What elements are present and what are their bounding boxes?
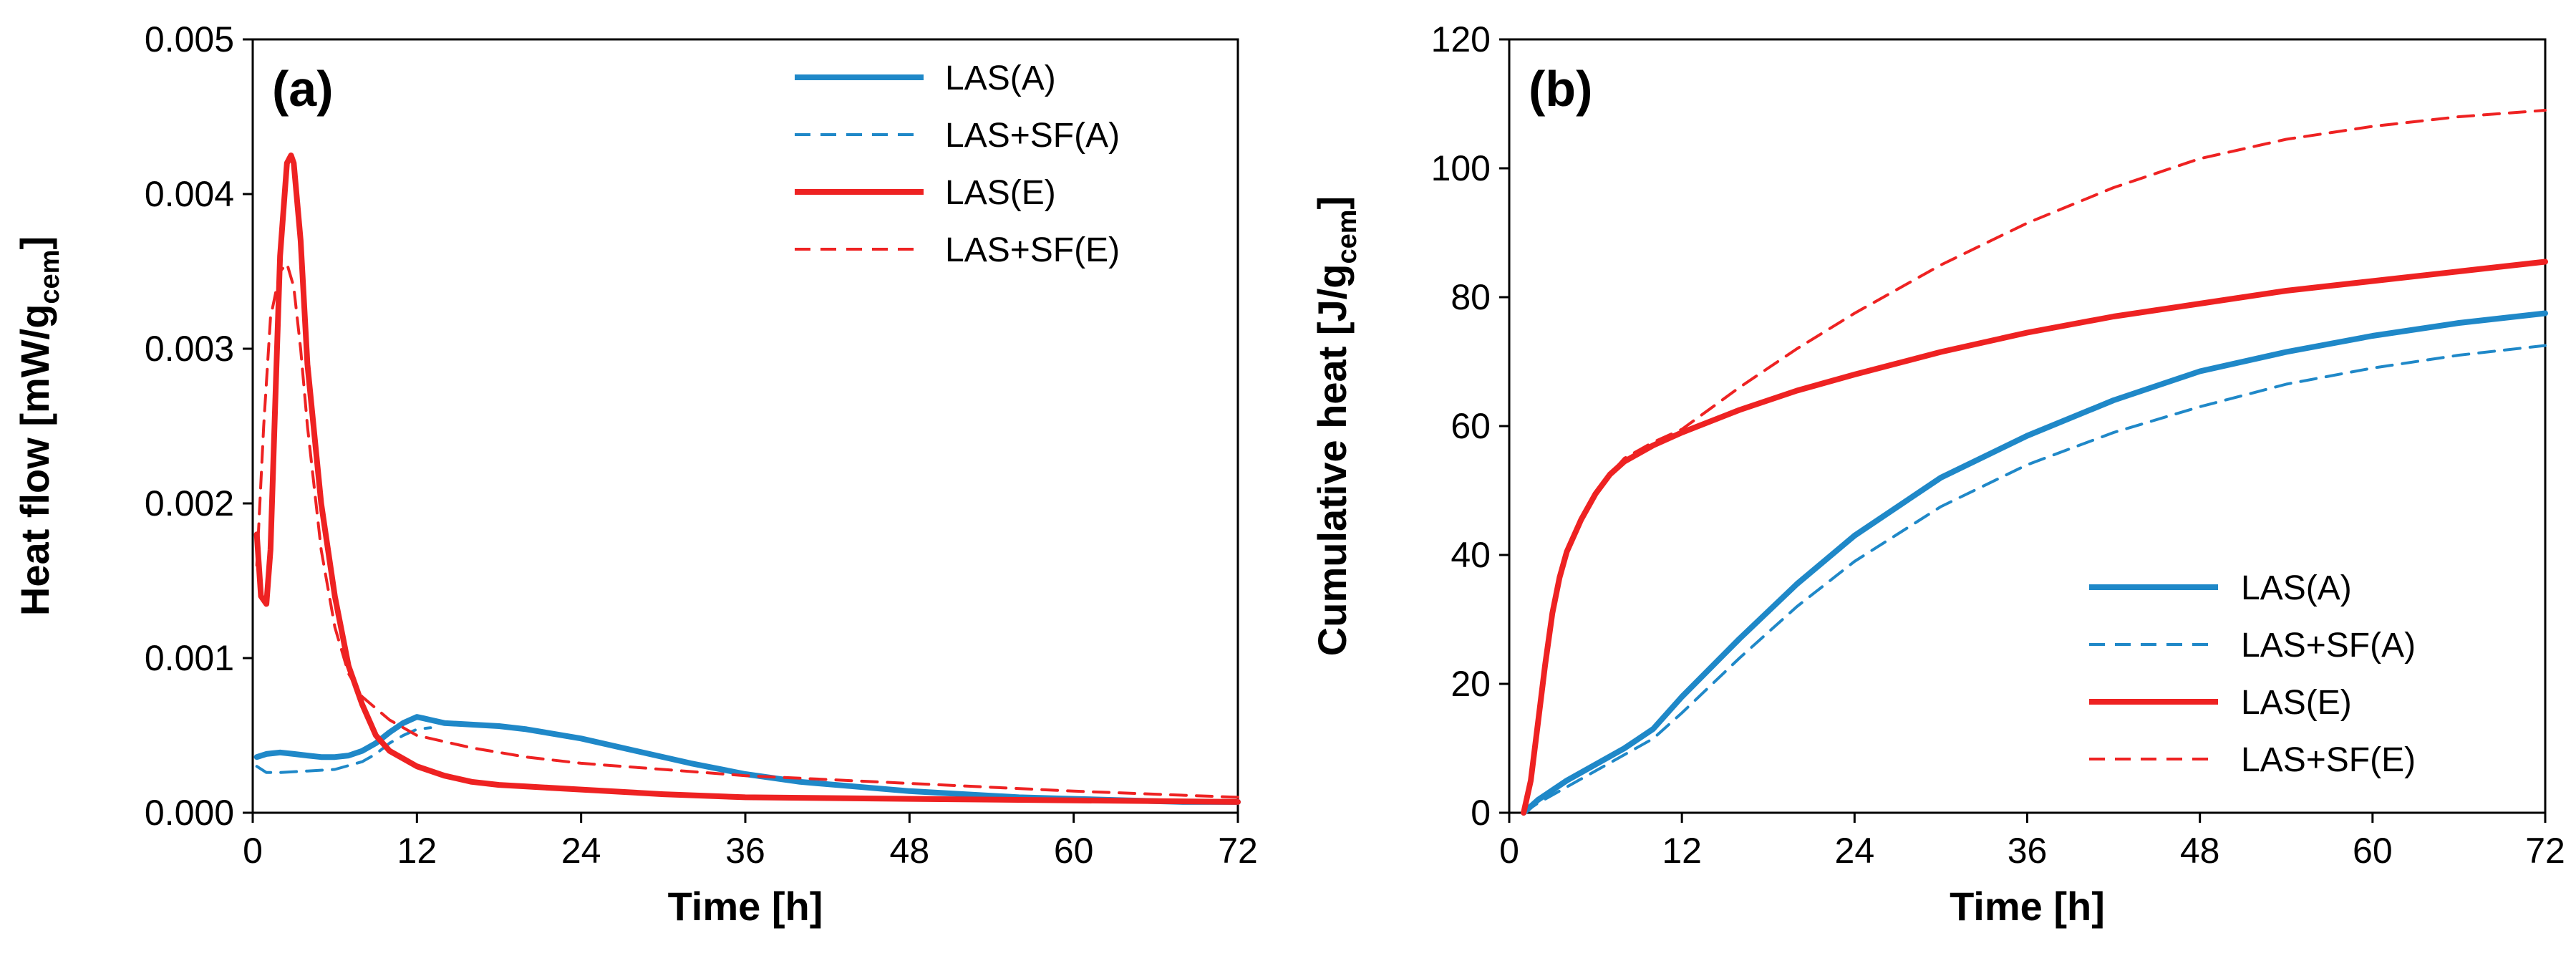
x-axis-label: Time [h] <box>668 884 823 929</box>
y-axis-label: Cumulative heat [J/gcem] <box>1309 196 1362 656</box>
chart-panel-a: 0 12 24 36 48 60 72 0.000 0.001 0.002 0.003 0.004 0.… <box>12 19 1258 929</box>
plot-frame <box>1508 38 2547 814</box>
panel-label: (b) <box>1529 61 1592 117</box>
series-line-las-sf-e <box>255 262 1239 799</box>
y-axis-label-end: ] <box>12 236 57 250</box>
y-tick-label: 120 <box>1431 19 1491 59</box>
x-tick-label: 60 <box>2353 831 2393 871</box>
legend-label: LAS(E) <box>945 174 1056 212</box>
y-tick-label: 20 <box>1451 664 1491 704</box>
x-tick-label: 12 <box>397 831 437 871</box>
y-tick-label: 80 <box>1451 277 1491 317</box>
x-tick-label: 36 <box>725 831 765 871</box>
x-tick-label: 0 <box>243 831 263 871</box>
y-tick-label: 0.005 <box>145 19 234 59</box>
legend-label: LAS+SF(A) <box>945 117 1120 155</box>
series-line-las-e <box>1521 259 2548 816</box>
y-tick-label: 0.000 <box>145 793 234 833</box>
legend-label: LAS(E) <box>2241 684 2352 722</box>
y-tick-label: 0.001 <box>145 638 234 678</box>
panel-label: (a) <box>272 61 334 117</box>
y-tick-label: 0.002 <box>145 483 234 523</box>
series-line-las-sf-a <box>1522 344 2547 814</box>
y-axis-label-end: ] <box>1309 196 1355 210</box>
y-axis-label: Heat flow [mW/gcem] <box>12 236 65 616</box>
y-axis-label-subscript: cem <box>35 250 65 304</box>
y-tick-label: 0 <box>1471 793 1491 833</box>
y-tick-label: 40 <box>1451 535 1491 575</box>
legend-label: LAS+SF(E) <box>945 231 1120 269</box>
x-tick-label: 12 <box>1662 831 1702 871</box>
y-tick-label: 60 <box>1451 406 1491 446</box>
y-axis-label-main: Heat flow [mW/g <box>12 304 57 617</box>
plot-frame <box>251 38 1239 814</box>
legend-label: LAS+SF(A) <box>2241 627 2416 665</box>
legend-label: LAS(A) <box>945 59 1056 97</box>
x-tick-label: 36 <box>2008 831 2048 871</box>
y-tick-label: 100 <box>1431 148 1491 188</box>
x-tick-label: 72 <box>1218 831 1258 871</box>
legend-label: LAS(A) <box>2241 569 2352 607</box>
series-line-las-sf-e <box>1522 109 2547 814</box>
x-axis-label: Time [h] <box>1950 884 2105 929</box>
x-tick-label: 48 <box>2180 831 2220 871</box>
x-tick-label: 24 <box>561 831 601 871</box>
y-axis-label-main: Cumulative heat [J/g <box>1309 264 1355 657</box>
x-tick-label: 0 <box>1499 831 1519 871</box>
x-tick-label: 60 <box>1054 831 1094 871</box>
y-axis-label-subscript: cem <box>1332 209 1362 264</box>
chart-panel-b: 0 12 24 36 48 60 72 0 20 40 60 80 100 120 Time [h] Cumu… <box>1309 19 2565 929</box>
y-tick-label: 0.003 <box>145 329 234 369</box>
x-tick-label: 24 <box>1835 831 1875 871</box>
series-line-las-a <box>1521 310 2548 816</box>
x-tick-label: 72 <box>2525 831 2565 871</box>
legend-label: LAS+SF(E) <box>2241 741 2416 779</box>
x-tick-label: 48 <box>890 831 930 871</box>
y-tick-label: 0.004 <box>145 174 234 214</box>
series-line-las-a <box>253 714 1241 805</box>
series-line-las-sf-a <box>255 726 432 774</box>
